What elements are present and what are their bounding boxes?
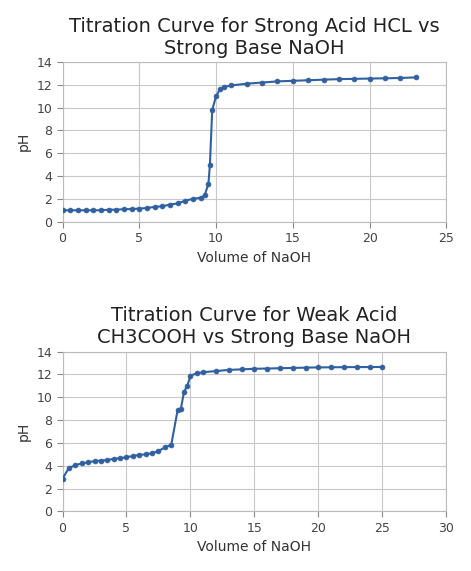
X-axis label: Volume of NaOH: Volume of NaOH	[197, 540, 311, 554]
Y-axis label: pH: pH	[16, 422, 31, 441]
Title: Titration Curve for Strong Acid HCL vs
Strong Base NaOH: Titration Curve for Strong Acid HCL vs S…	[69, 17, 440, 58]
Y-axis label: pH: pH	[16, 132, 31, 151]
Title: Titration Curve for Weak Acid
CH3COOH vs Strong Base NaOH: Titration Curve for Weak Acid CH3COOH vs…	[97, 306, 412, 347]
X-axis label: Volume of NaOH: Volume of NaOH	[197, 251, 311, 265]
